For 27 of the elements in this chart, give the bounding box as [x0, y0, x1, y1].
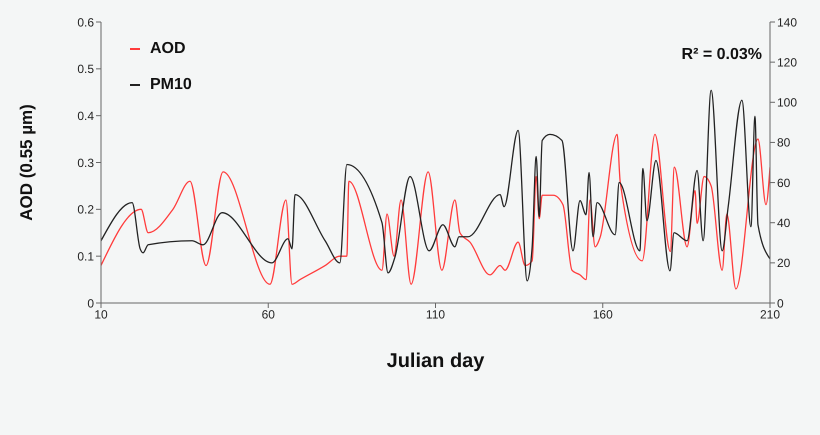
x-tick-label: 10 — [94, 308, 108, 322]
y2-tick-label: 100 — [777, 96, 798, 110]
annotation: R² = 0.03% — [682, 46, 762, 63]
x-tick-label: 60 — [262, 308, 276, 322]
y-tick-label: 0.5 — [77, 62, 94, 76]
y2-tick-label: 120 — [777, 55, 798, 70]
y-tick-label: 0 — [87, 296, 94, 310]
x-tick-label: 160 — [592, 308, 614, 322]
y-tick-label: 0.6 — [77, 15, 94, 30]
y2-tick-label: 40 — [777, 216, 791, 230]
legend-label: AOD — [150, 40, 186, 58]
x-axis-title: Julian day — [386, 350, 486, 372]
y-tick-label: 0.4 — [77, 108, 94, 123]
y2-tick-label: 0 — [777, 296, 784, 310]
y-tick-label: 0.3 — [77, 156, 94, 170]
y-tick-label: 0.1 — [77, 249, 94, 264]
line-series — [101, 134, 770, 290]
x-tick-label: 110 — [426, 308, 446, 322]
x-tick-label: 210 — [760, 308, 780, 322]
y-axis-title: AOD (0.55 µm) — [17, 104, 36, 221]
line-series — [101, 90, 770, 282]
y-tick-label: 0.2 — [77, 202, 94, 217]
y2-tick-label: 60 — [777, 176, 791, 190]
y2-tick-label: 80 — [777, 136, 791, 150]
y2-tick-label: 140 — [777, 15, 798, 30]
y2-tick-label: 20 — [777, 256, 791, 270]
legend-label: PM10 — [150, 76, 192, 94]
